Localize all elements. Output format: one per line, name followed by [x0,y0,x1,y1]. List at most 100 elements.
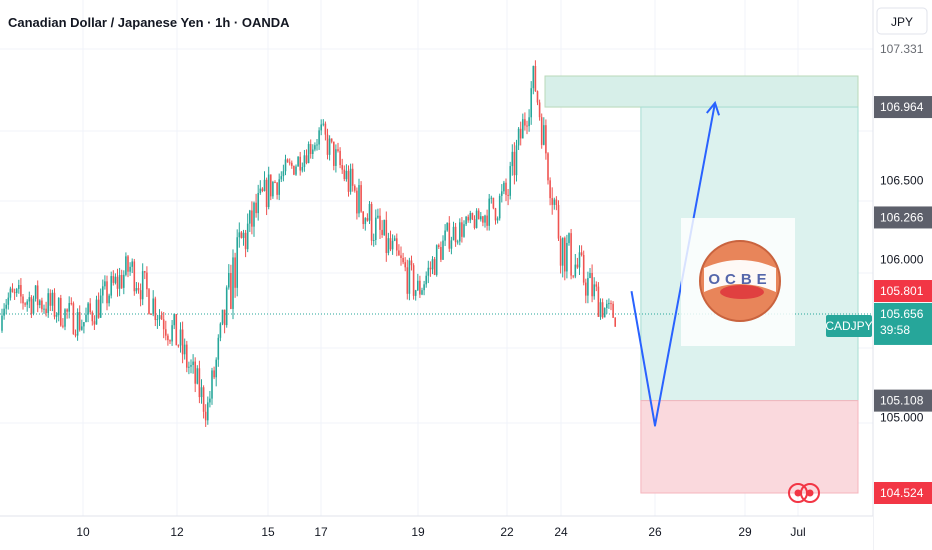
candle-body [179,329,182,346]
candle-body [55,315,58,317]
candle-body [181,329,184,355]
candle-body [524,119,526,126]
candle-body [614,317,616,327]
candle-body [87,303,89,315]
candle-body [564,237,566,272]
currency-button[interactable]: JPY [876,7,928,35]
candle-body [198,368,201,398]
candle-body [383,219,385,235]
candle-body [232,257,234,309]
candle-body [561,237,564,266]
candle-body [435,245,438,275]
candle-body [547,153,549,181]
candle-body [406,267,409,294]
candle-body [582,255,585,283]
candle-body [456,241,459,243]
candle-body [39,300,41,306]
candle-body [204,411,207,421]
candle-series [1,60,616,427]
candle-body [41,300,43,310]
candle-body [585,282,587,296]
candle-body [127,256,129,272]
candle-body [194,361,196,384]
candle-body [574,264,577,277]
candle-body [412,265,415,296]
candle-body [599,302,602,317]
candle-body [427,267,430,276]
candle-body [267,174,270,208]
candle-body [236,237,238,288]
candle-body [530,88,532,118]
time-axis[interactable] [0,516,873,550]
candle-body [32,298,35,314]
symbol-tag: CADJPY [825,315,873,337]
candle-body [484,215,486,223]
candle-body [3,308,5,316]
candle-body [137,288,140,291]
candle-body [106,281,108,304]
candle-body [177,345,180,347]
candle-body [576,264,579,268]
candle-body [286,159,289,163]
candle-body [482,216,484,223]
countdown-label: 39:58 [880,323,910,337]
candle-body [238,232,241,238]
time-tick-label: 10 [76,525,90,539]
price-tag-label: 106.266 [880,210,924,224]
candle-body [507,194,509,196]
candle-body [278,179,280,195]
candle-body [114,276,117,283]
price-tag [874,302,932,345]
price-tag-label: 104.524 [880,486,924,500]
candle-body [423,284,425,291]
candle-body [452,226,455,241]
candle-body [47,293,49,314]
candle-body [517,128,520,146]
candle-body [511,151,514,167]
candle-body [131,261,133,267]
candle-body [22,296,24,304]
candle-body [20,285,22,297]
candle-body [186,344,188,368]
replay-icon[interactable] [788,483,820,503]
stop-zone [640,400,859,494]
candle-body [1,315,3,331]
candle-body [57,297,60,316]
candle-body [467,216,469,221]
candle-body [402,257,404,263]
candle-body [440,247,442,260]
candle-body [156,319,159,321]
candle-body [330,138,333,142]
time-tick-label: 15 [261,525,275,539]
candle-body [322,123,325,125]
candle-body [486,215,488,226]
candle-body [568,233,570,243]
candle-body [610,303,612,305]
price-axis[interactable] [873,0,932,550]
candle-body [303,155,306,168]
candle-body [551,198,553,205]
candle-body [372,239,375,241]
candle-body [129,266,131,272]
candle-body [36,285,39,306]
price-tag-label: 106.964 [880,100,924,114]
candle-body [450,240,453,249]
candle-body [362,211,364,225]
candle-body [167,335,169,341]
candle-body [597,286,600,317]
candle-body [513,151,516,176]
candle-body [293,165,295,175]
candle-body [28,297,31,302]
candle-body [368,203,371,221]
candle-body [553,199,556,205]
candle-body [343,169,346,180]
candle-body [211,370,213,399]
candle-body [253,202,255,227]
candle-body [150,313,152,315]
price-tick-label: 106.500 [880,173,924,187]
candle-body [123,274,125,288]
candle-body [490,197,493,199]
candle-body [309,144,312,154]
candle-body [102,286,104,296]
